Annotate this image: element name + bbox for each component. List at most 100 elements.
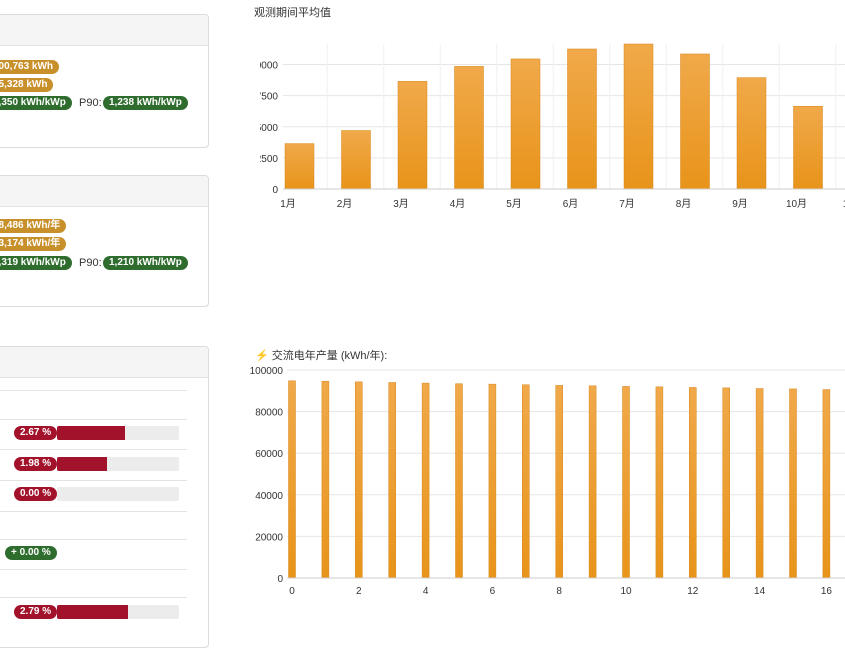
bar	[288, 380, 296, 579]
x-tick-label: 10	[620, 586, 632, 597]
bar	[454, 66, 484, 190]
bar	[622, 386, 630, 579]
x-tick-label: 11月	[843, 198, 845, 210]
bar	[567, 48, 597, 190]
loss-bar	[57, 426, 179, 440]
x-tick-label: 4月	[450, 198, 466, 210]
bar	[341, 130, 371, 190]
bar	[689, 387, 697, 579]
bar	[822, 389, 831, 579]
loss-bar-fill	[57, 457, 108, 471]
divider	[0, 539, 187, 540]
x-tick-label: 10月	[786, 198, 807, 210]
losses-panel: 2.67 % 1.98 % 0.00 % + 0.00 % 2.79 %	[0, 346, 209, 648]
y-tick-label: 40000	[255, 491, 283, 502]
bar	[655, 386, 664, 579]
x-tick-label: 1月	[280, 198, 296, 210]
x-tick-label: 8	[556, 586, 562, 597]
x-tick-label: 2月	[337, 198, 353, 210]
lightning-icon: ⚡	[255, 350, 269, 362]
x-tick-label: 12	[687, 586, 699, 597]
gain-percent-badge: + 0.00 %	[5, 546, 57, 560]
annual-value-badge: 98,486 kWh/年	[0, 219, 67, 233]
panel-header	[0, 176, 208, 207]
annual-value-badge: 93,174 kWh/年	[0, 237, 67, 251]
loss-percent-badge: 1.98 %	[14, 457, 58, 471]
divider	[0, 480, 187, 481]
y-tick-label: 60000	[255, 449, 283, 460]
x-tick-label: 7月	[619, 198, 635, 210]
bar	[793, 105, 823, 190]
loss-bar	[57, 487, 179, 501]
x-tick-label: 16	[821, 586, 833, 597]
p90-badge: 1,210 kWh/kWp	[103, 256, 188, 270]
y-tick-label: 7500	[260, 92, 278, 103]
x-tick-label: 3月	[393, 198, 409, 210]
bar	[588, 385, 597, 579]
divider	[0, 569, 187, 570]
divider	[0, 511, 187, 512]
bar	[455, 383, 463, 579]
divider	[0, 390, 187, 391]
x-tick-label: 6	[490, 586, 496, 597]
x-tick-label: 0	[289, 586, 295, 597]
y-tick-label: 100000	[250, 366, 284, 377]
loss-bar-fill	[57, 605, 128, 619]
x-tick-label: 2	[356, 586, 362, 597]
bar	[488, 383, 497, 579]
p90-label: P90:	[79, 257, 102, 269]
bar	[522, 384, 530, 579]
energy-value-badge: 100,763 kWh	[0, 60, 60, 74]
bar	[388, 382, 396, 579]
y-tick-label: 2500	[260, 154, 278, 165]
energy-value-badge: 95,328 kWh	[0, 78, 54, 92]
bar	[789, 388, 797, 579]
divider	[0, 449, 187, 450]
bar	[421, 382, 430, 579]
panel-header	[0, 15, 208, 46]
p90-label: P90:	[79, 97, 102, 109]
p90-badge: 1,238 kWh/kWp	[103, 96, 188, 110]
p50-badge: 1,319 kWh/kWp	[0, 256, 72, 270]
annual-yield-panel: 98,486 kWh/年 93,174 kWh/年 1,319 kWh/kWp …	[0, 175, 209, 307]
bar	[284, 143, 315, 190]
y-tick-label: 10000	[260, 61, 278, 72]
x-tick-label: 9月	[732, 198, 748, 210]
x-tick-label: 5月	[506, 198, 522, 210]
p50-badge: 1,350 kWh/kWp	[0, 96, 72, 110]
bar	[355, 381, 363, 579]
bar	[321, 380, 330, 579]
divider	[0, 597, 187, 598]
bar	[680, 53, 710, 190]
loss-bar	[57, 457, 179, 471]
loss-percent-badge: 2.79 %	[14, 605, 58, 619]
bar	[555, 385, 563, 579]
monthly-chart-title: 观测期间平均值	[254, 7, 331, 19]
annual-chart-title: ⚡ 交流电年产量 (kWh/年):	[255, 347, 387, 363]
x-tick-label: 8月	[676, 198, 692, 210]
bar	[736, 77, 767, 190]
y-tick-label: 0	[277, 574, 283, 585]
y-tick-label: 20000	[255, 532, 283, 543]
x-tick-label: 6月	[563, 198, 579, 210]
bar	[510, 58, 541, 190]
bar	[722, 387, 730, 579]
divider	[0, 419, 187, 420]
y-tick-label: 80000	[255, 408, 283, 419]
annual-chart-title-text: 交流电年产量 (kWh/年):	[271, 350, 388, 362]
bar	[755, 388, 764, 579]
bar	[397, 81, 428, 190]
energy-summary-panel: 100,763 kWh 95,328 kWh 1,350 kWh/kWp P90…	[0, 14, 209, 148]
bar	[623, 43, 654, 190]
annual-yield-chart: 0 20000 40000 60000 80000 100000 0 2 4 6 8 10 12 14 16	[250, 366, 845, 597]
loss-percent-badge: 2.67 %	[14, 426, 58, 440]
y-tick-label: 0	[272, 185, 278, 196]
loss-bar-fill	[57, 426, 126, 440]
x-tick-label: 14	[754, 586, 766, 597]
loss-percent-badge: 0.00 %	[14, 487, 58, 501]
x-tick-label: 4	[423, 586, 429, 597]
loss-bar	[57, 605, 179, 619]
panel-header	[0, 347, 208, 378]
